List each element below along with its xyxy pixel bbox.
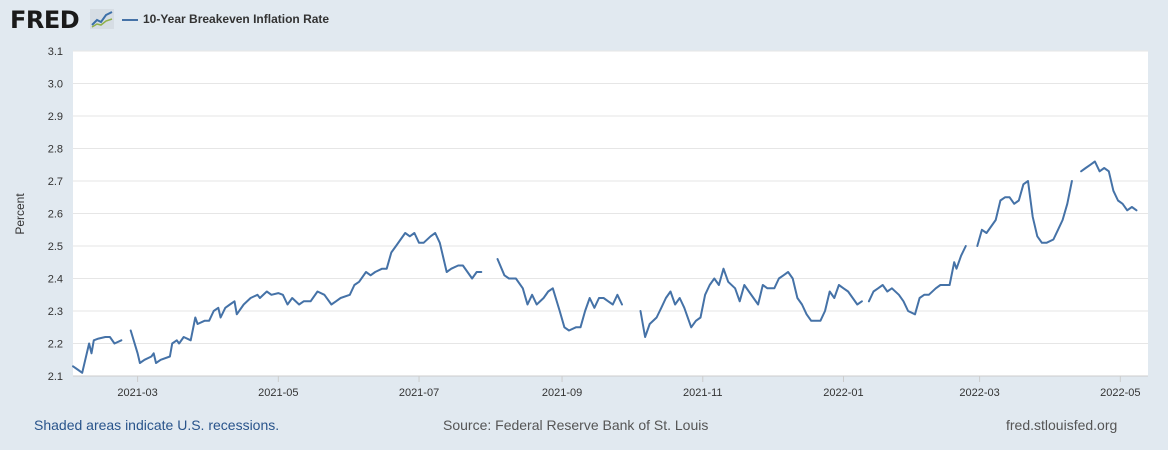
line-graph-icon (90, 9, 114, 29)
x-tick-label: 2022-01 (823, 387, 863, 399)
y-tick-label: 2.3 (48, 306, 63, 318)
chart-legend[interactable]: 10-Year Breakeven Inflation Rate (122, 12, 329, 26)
y-tick-label: 2.9 (48, 111, 63, 123)
series-segment[interactable] (1080, 160, 1138, 212)
x-tick-label: 2022-03 (959, 387, 999, 399)
y-tick-label: 3.1 (48, 46, 63, 58)
x-tick-label: 2021-03 (117, 387, 157, 399)
chart-area: 2.1 2.2 2.3 2.4 2.5 2.6 2.7 2.8 2.9 3.0 3.1 2021-0… (13, 46, 1148, 399)
fred-logo[interactable]: FRED (10, 6, 80, 34)
legend-swatch (122, 18, 138, 21)
source-text: Source: Federal Reserve Bank of St. Loui… (443, 417, 709, 433)
x-tick-label: 2021-05 (258, 387, 298, 399)
y-tick-label: 2.7 (48, 176, 63, 188)
y-tick-label: 3.0 (48, 79, 63, 91)
x-tick-label: 2021-11 (683, 387, 723, 399)
x-tick-label: 2021-09 (542, 387, 582, 399)
site-url-link[interactable]: fred.stlouisfed.org (1006, 417, 1118, 433)
y-tick-label: 2.8 (48, 144, 63, 156)
x-tick-label: 2021-07 (399, 387, 439, 399)
series-segment[interactable] (129, 232, 483, 364)
series-segment[interactable] (496, 258, 623, 332)
y-tick-label: 2.5 (48, 241, 63, 253)
x-tick-label: 2022-05 (1100, 387, 1140, 399)
series-segment[interactable] (639, 267, 863, 338)
series-line[interactable] (72, 160, 1138, 374)
y-tick-label: 2.6 (48, 209, 63, 221)
y-axis-label: Percent (13, 193, 27, 235)
recession-note-link[interactable]: Shaded areas indicate U.S. recessions. (34, 417, 280, 433)
y-tick-label: 2.4 (48, 274, 63, 286)
y-tick-label: 2.1 (48, 371, 63, 383)
chart-footer: Shaded areas indicate U.S. recessions. S… (0, 412, 1168, 442)
x-axis-ticks: 2021-03 2021-05 2021-07 2021-09 2021-11 2022-… (73, 375, 1148, 399)
series-segment[interactable] (867, 245, 967, 316)
series-segment[interactable] (976, 180, 1073, 247)
series-segment[interactable] (72, 336, 123, 374)
chart-header: FRED 10-Year Breakeven Inflation Rate (0, 0, 1168, 40)
y-tick-label: 2.2 (48, 339, 63, 351)
legend-label: 10-Year Breakeven Inflation Rate (143, 12, 330, 26)
